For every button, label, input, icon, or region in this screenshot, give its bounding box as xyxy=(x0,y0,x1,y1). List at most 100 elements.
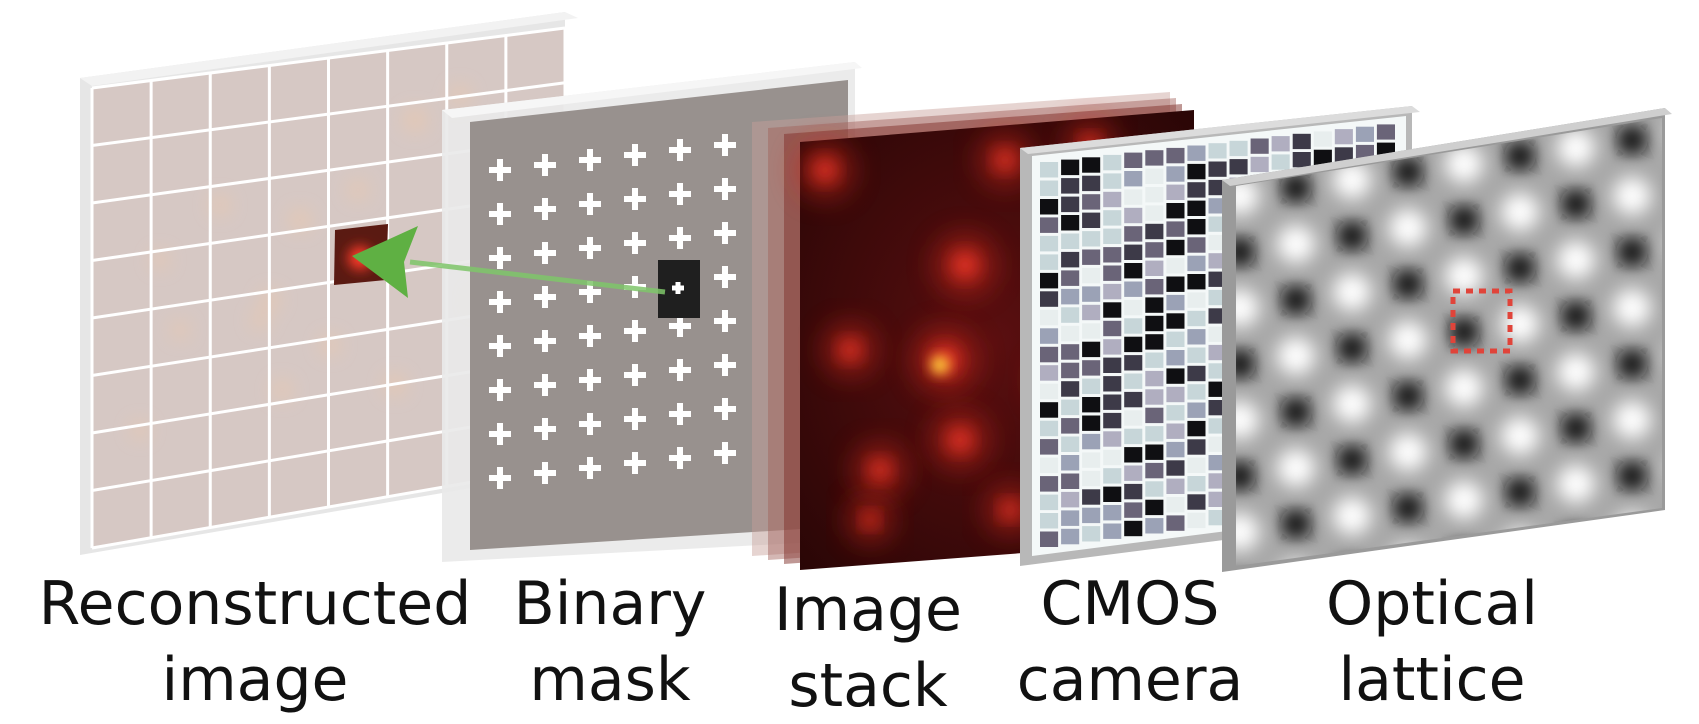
lattice-bright-site xyxy=(1613,65,1651,103)
cmos-pixel xyxy=(1082,360,1101,376)
cmos-pixel xyxy=(1166,386,1185,403)
cmos-pixel xyxy=(1103,191,1122,208)
lattice-dark-site xyxy=(1504,28,1536,60)
optical-lattice-panel xyxy=(1222,1,1699,572)
cmos-pixel xyxy=(1166,368,1185,384)
cmos-pixel xyxy=(1103,505,1122,521)
cmos-pixel xyxy=(1124,428,1143,445)
lattice-dark-site xyxy=(1236,348,1256,380)
label-mask-line1: Binary xyxy=(513,569,707,639)
lattice-dark-site xyxy=(1672,60,1699,92)
lattice-dark-site xyxy=(1616,124,1648,156)
cmos-pixel xyxy=(1040,199,1059,215)
lattice-dark-site xyxy=(1560,524,1592,556)
mask-cross xyxy=(624,188,646,210)
lattice-bright-site xyxy=(1236,513,1259,551)
cmos-pixel xyxy=(1145,223,1164,240)
cmos-pixel xyxy=(1103,339,1122,355)
lattice-bright-site xyxy=(1501,305,1539,343)
cmos-pixel xyxy=(1145,426,1164,442)
cmos-pixel xyxy=(1061,251,1080,268)
cmos-pixel xyxy=(1187,365,1206,382)
cmos-pixel xyxy=(1061,491,1080,508)
cmos-pixel xyxy=(1124,391,1143,408)
lattice-dark-site xyxy=(1236,236,1256,268)
cmos-pixel xyxy=(1061,270,1080,286)
cmos-pixel xyxy=(1061,436,1080,452)
cmos-pixel xyxy=(1145,444,1164,460)
lattice-dark-site xyxy=(1504,140,1536,172)
cmos-pixel xyxy=(1103,486,1122,502)
cmos-pixel xyxy=(1040,457,1059,474)
cmos-pixel xyxy=(1166,166,1185,182)
cmos-pixel xyxy=(1061,178,1080,194)
mask-cross xyxy=(579,325,601,347)
cmos-pixel xyxy=(1061,510,1080,526)
lattice-bright-site xyxy=(1557,465,1595,503)
lattice-bright-site xyxy=(1445,369,1483,407)
cmos-pixel xyxy=(1124,171,1143,187)
lattice-dark-site xyxy=(1616,12,1648,44)
cmos-pixel xyxy=(1061,344,1080,360)
lattice-bright-site xyxy=(1501,529,1539,566)
cmos-pixel xyxy=(1145,205,1164,221)
cmos-pixel xyxy=(1061,362,1080,379)
lattice-dark-site xyxy=(1560,76,1592,108)
cmos-pixel xyxy=(1082,157,1101,173)
mask-cross xyxy=(714,222,736,244)
cmos-pixel xyxy=(1082,323,1101,339)
cmos-pixel xyxy=(1166,460,1185,476)
cmos-pixel xyxy=(1187,237,1206,253)
lattice-bright-site xyxy=(1501,118,1539,119)
cmos-pixel xyxy=(1355,126,1374,142)
mask-cross xyxy=(489,159,511,181)
cmos-pixel xyxy=(1061,418,1080,434)
label-optical-lattice: Optical lattice xyxy=(1326,566,1538,718)
mask-cross xyxy=(714,266,736,288)
cmos-pixel xyxy=(1187,292,1206,308)
lattice-dark-site xyxy=(1672,172,1699,204)
mask-cross xyxy=(624,408,646,430)
lattice-intensity-pattern xyxy=(1236,1,1699,566)
cmos-pixel xyxy=(1166,203,1185,219)
lattice-dark-site xyxy=(1560,412,1592,444)
emitter xyxy=(949,429,971,451)
cmos-pixel xyxy=(1145,370,1164,387)
mask-cross xyxy=(624,364,646,386)
label-mask-line2: mask xyxy=(529,645,691,715)
cmos-pixel xyxy=(1103,357,1122,373)
lattice-bright-site xyxy=(1445,33,1483,71)
cmos-pixel xyxy=(1124,410,1143,426)
lattice-bright-site xyxy=(1613,401,1651,439)
lattice-dark-site xyxy=(1236,460,1256,492)
cmos-pixel xyxy=(1040,439,1059,455)
lattice-dark-site xyxy=(1560,300,1592,332)
lattice-dark-site xyxy=(1280,396,1312,428)
cmos-pixel xyxy=(1040,476,1059,492)
label-cmos-line2: camera xyxy=(1016,645,1244,715)
cmos-pixel xyxy=(1271,154,1290,170)
lattice-dark-site xyxy=(1336,332,1368,364)
cmos-pixel xyxy=(1082,452,1101,468)
mask-cross xyxy=(714,310,736,332)
cmos-pixel xyxy=(1103,228,1122,244)
cmos-pixel xyxy=(1061,159,1080,176)
cmos-pixel xyxy=(1040,383,1059,400)
cmos-pixel xyxy=(1082,212,1101,228)
cmos-pixel xyxy=(1187,163,1206,180)
lattice-bright-site xyxy=(1669,1,1699,39)
cmos-pixel xyxy=(1250,156,1269,173)
cmos-pixel xyxy=(1082,507,1101,524)
lattice-bright-site xyxy=(1613,513,1651,551)
cmos-pixel xyxy=(1166,294,1185,311)
mask-cross xyxy=(669,139,691,161)
cmos-pixel xyxy=(1187,384,1206,400)
cmos-pixel xyxy=(1082,378,1101,394)
cmos-pixel xyxy=(1040,494,1059,511)
cmos-pixel xyxy=(1334,129,1353,145)
cmos-pixel xyxy=(1061,288,1080,305)
cmos-pixel xyxy=(1040,272,1059,289)
mask-cross xyxy=(714,354,736,376)
emitter xyxy=(840,340,860,360)
emitter xyxy=(953,253,977,277)
